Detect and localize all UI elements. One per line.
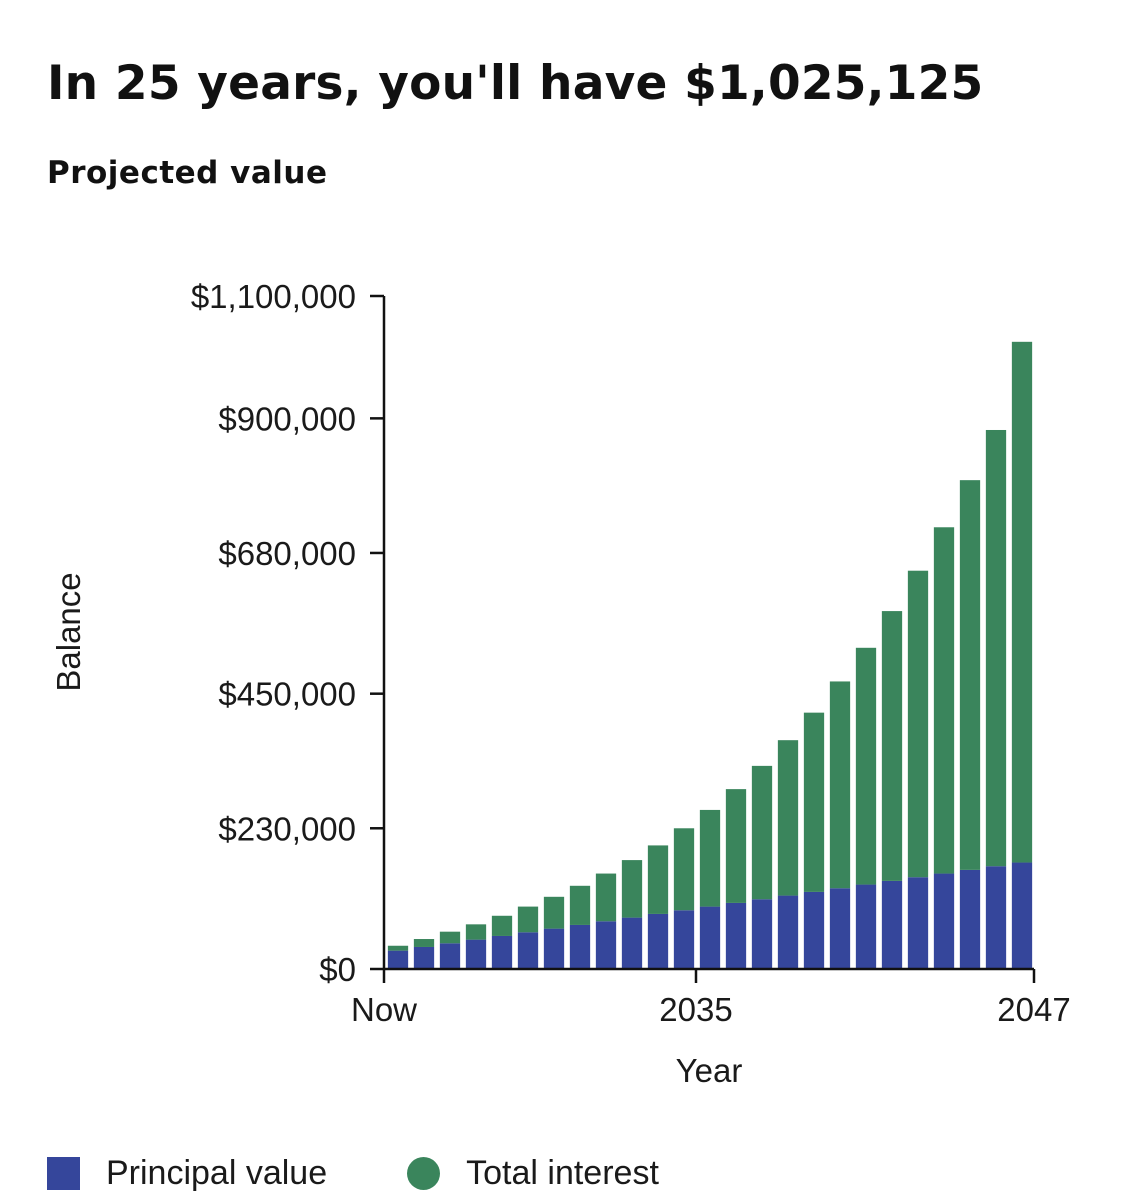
interest-bar-12 <box>699 809 721 907</box>
interest-bar-0 <box>387 945 409 951</box>
interest-swatch-icon <box>407 1156 441 1190</box>
x-axis-title: Year <box>676 1052 743 1089</box>
y-tick-label-1: $230,000 <box>218 810 356 847</box>
principal-bar-0 <box>387 950 409 969</box>
y-tick-label-3: $680,000 <box>218 535 356 572</box>
principal-bar-21 <box>933 873 955 969</box>
principal-bar-3 <box>465 939 487 969</box>
interest-bar-19 <box>881 611 903 881</box>
interest-bar-5 <box>517 906 539 933</box>
principal-bar-10 <box>647 913 669 969</box>
legend-item-principal: Principal value <box>47 1154 327 1193</box>
principal-swatch-icon <box>47 1156 80 1190</box>
principal-bar-1 <box>413 946 435 969</box>
interest-bar-6 <box>543 896 565 929</box>
principal-bar-16 <box>803 891 825 969</box>
interest-bar-2 <box>439 931 461 944</box>
interest-bar-22 <box>959 480 981 870</box>
y-tick-label-2: $450,000 <box>218 676 356 713</box>
principal-bar-2 <box>439 943 461 969</box>
x-tick-label-2: 2047 <box>997 991 1070 1028</box>
legend-label-principal: Principal value <box>106 1153 328 1192</box>
y-tick-label-5: $1,100,000 <box>191 278 356 315</box>
principal-bar-20 <box>907 877 929 969</box>
principal-bar-5 <box>517 932 539 969</box>
principal-bar-14 <box>751 899 773 969</box>
interest-bar-16 <box>803 712 825 892</box>
x-tick-label-0: Now <box>351 991 417 1028</box>
principal-bar-15 <box>777 895 799 969</box>
principal-bar-23 <box>985 866 1007 969</box>
principal-bar-11 <box>673 910 695 969</box>
principal-bar-17 <box>829 888 851 969</box>
principal-bar-7 <box>569 924 591 969</box>
principal-bar-9 <box>621 917 643 969</box>
principal-bar-18 <box>855 884 877 969</box>
principal-bar-24 <box>1011 862 1033 969</box>
y-tick-label-0: $0 <box>319 951 356 988</box>
interest-bar-10 <box>647 845 669 914</box>
interest-bar-24 <box>1011 341 1033 863</box>
balance-bar-chart: $0 $230,000 $450,000 $680,000 $900,000 $1,100… <box>50 278 1071 1089</box>
principal-bar-4 <box>491 935 513 969</box>
interest-bar-21 <box>933 527 955 874</box>
interest-bar-17 <box>829 681 851 889</box>
legend-item-interest: Total interest <box>407 1154 659 1193</box>
interest-bar-15 <box>777 740 799 896</box>
interest-bar-1 <box>413 939 435 947</box>
chart-legend: Principal value Total interest <box>47 1150 739 1196</box>
principal-bar-19 <box>881 880 903 969</box>
interest-bar-11 <box>673 828 695 911</box>
y-tick-label-4: $900,000 <box>218 400 356 437</box>
interest-bar-18 <box>855 647 877 885</box>
x-tick-label-1: 2035 <box>659 991 732 1028</box>
principal-bar-22 <box>959 869 981 969</box>
chart-subtitle: Projected value <box>47 155 328 191</box>
interest-bar-20 <box>907 570 929 878</box>
principal-bar-8 <box>595 921 617 969</box>
interest-bar-8 <box>595 873 617 922</box>
legend-label-interest: Total interest <box>466 1153 659 1192</box>
interest-bar-13 <box>725 789 747 903</box>
interest-bar-7 <box>569 885 591 925</box>
interest-bar-14 <box>751 765 773 900</box>
principal-bar-13 <box>725 902 747 969</box>
interest-bar-23 <box>985 429 1007 867</box>
interest-bar-9 <box>621 860 643 918</box>
y-axis-title: Balance <box>50 572 87 691</box>
principal-bar-6 <box>543 928 565 969</box>
interest-bar-4 <box>491 915 513 936</box>
chart-title: In 25 years, you'll have $1,025,125 <box>47 56 984 111</box>
principal-bar-12 <box>699 906 721 969</box>
interest-bar-3 <box>465 924 487 940</box>
